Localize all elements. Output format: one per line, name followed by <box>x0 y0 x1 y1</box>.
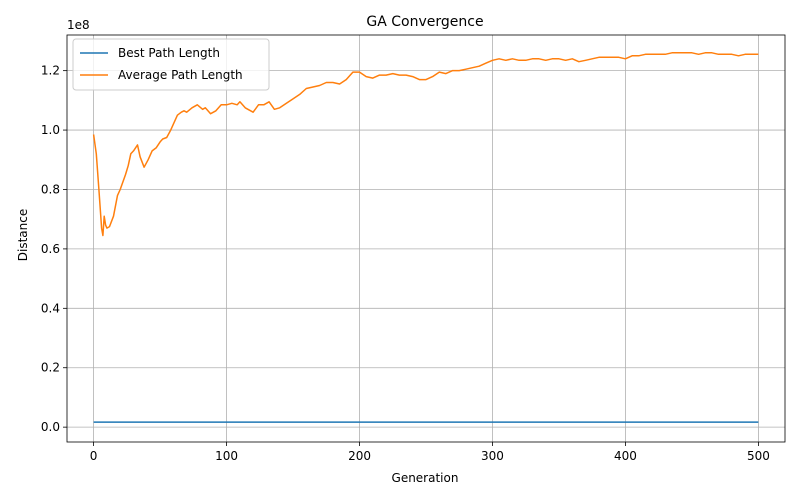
y-tick-label: 0.8 <box>41 182 60 196</box>
x-tick-label: 300 <box>481 449 504 463</box>
y-tick-label: 1.0 <box>41 123 60 137</box>
y-tick-label: 0.6 <box>41 242 60 256</box>
y-tick-label: 1.2 <box>41 64 60 78</box>
series-line-average-path-length <box>92 52 759 237</box>
legend-box <box>72 38 270 91</box>
y-axis-label: Distance <box>16 209 30 261</box>
series-lines <box>92 52 759 423</box>
y-tick-label: 0.2 <box>41 361 60 375</box>
legend-label: Average Path Length <box>118 68 243 82</box>
y-offset-text: 1e8 <box>67 18 90 32</box>
legend-label: Best Path Length <box>118 46 220 60</box>
grid <box>67 35 785 442</box>
chart-title: GA Convergence <box>366 14 483 30</box>
x-tick-label: 500 <box>747 449 770 463</box>
legend: Best Path Length Average Path Length <box>72 38 270 91</box>
x-tick-label: 400 <box>614 449 637 463</box>
y-tick-label: 0.4 <box>41 301 60 315</box>
axis-ticks: 0 100 200 300 400 500 0.0 0.2 0.4 0.6 0.8 1.0 1.2 <box>41 64 770 463</box>
x-tick-label: 0 <box>90 449 98 463</box>
x-axis-label: Generation <box>392 471 459 485</box>
x-tick-label: 200 <box>348 449 371 463</box>
x-tick-label: 100 <box>215 449 238 463</box>
plot-frame <box>66 34 786 443</box>
y-tick-label: 0.0 <box>41 420 60 434</box>
